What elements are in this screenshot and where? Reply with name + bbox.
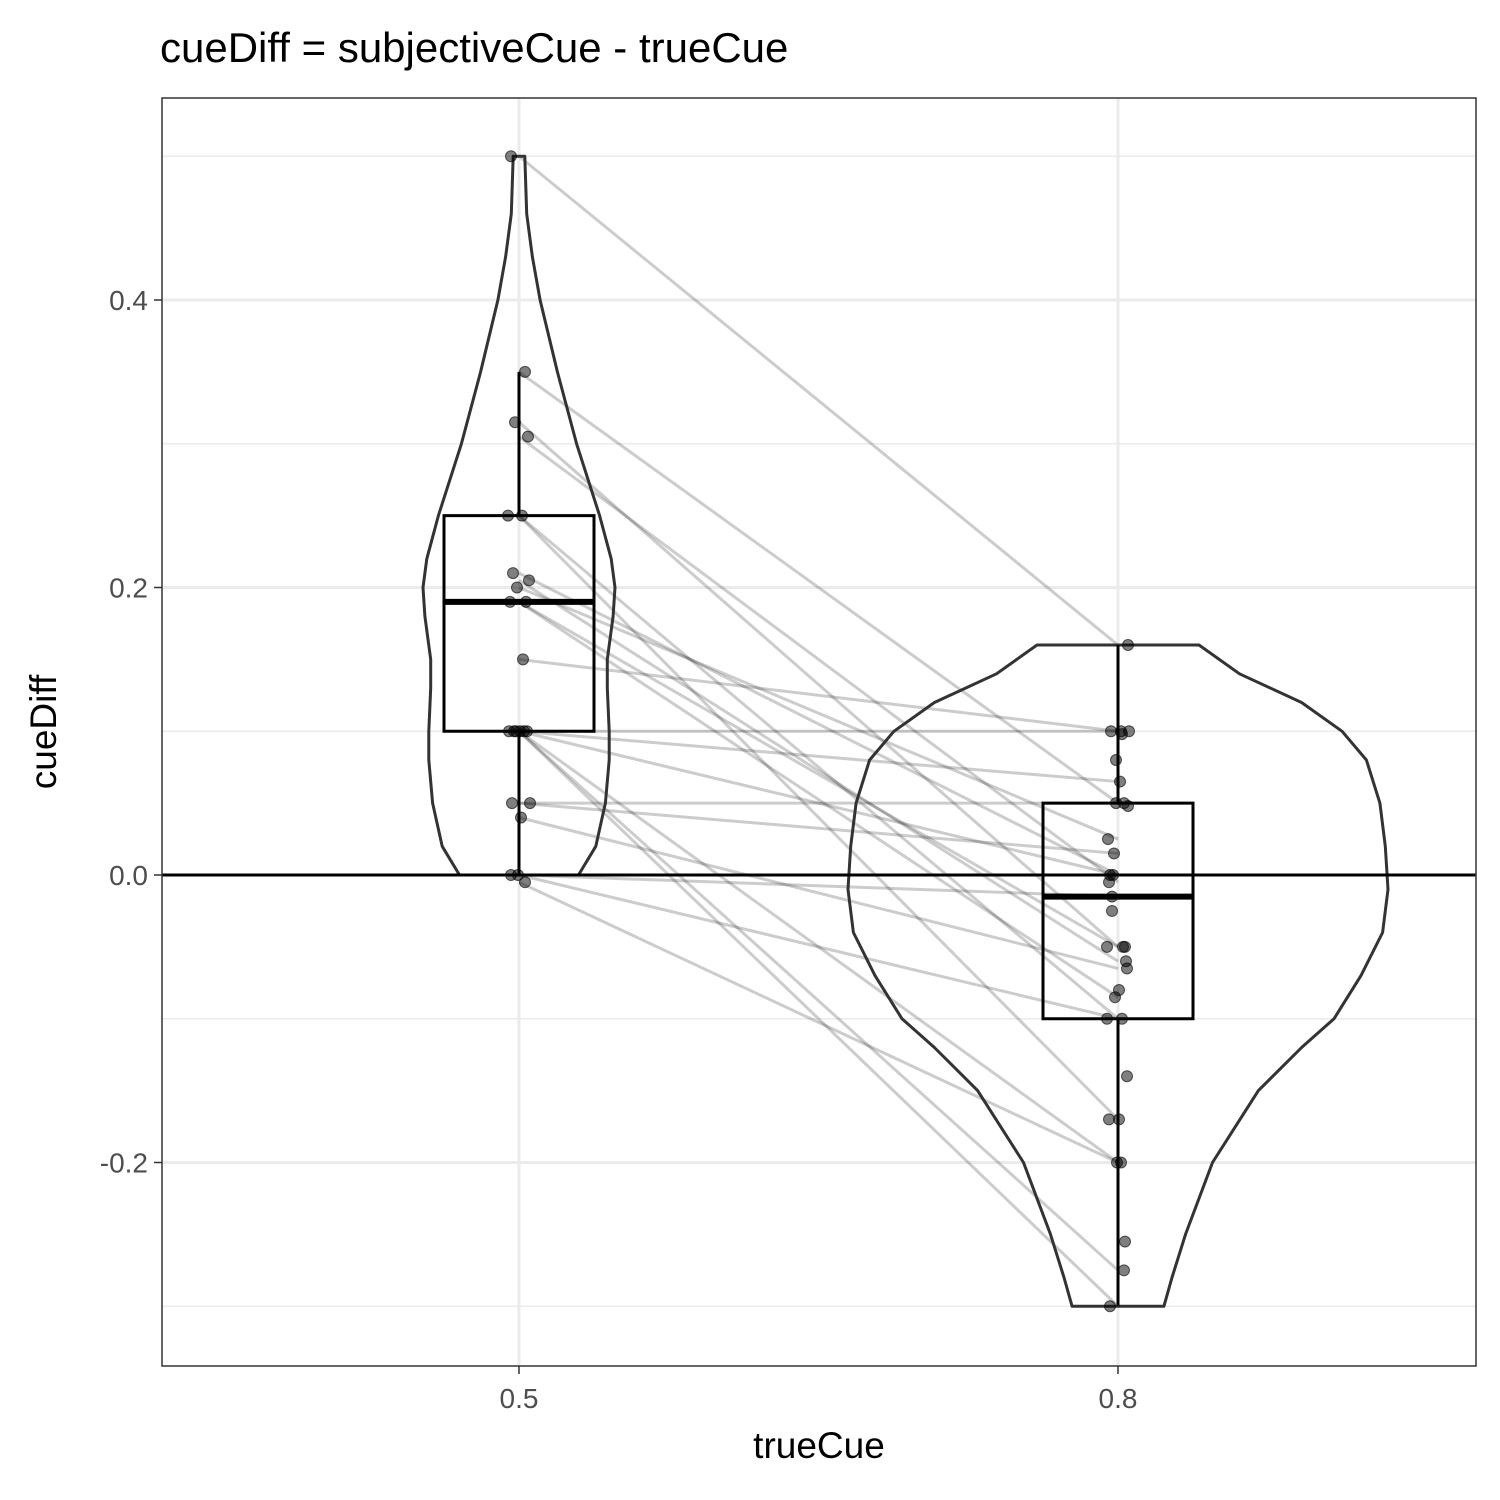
y-tick-label: 0.4 bbox=[109, 285, 148, 316]
y-axis-title: cueDiff bbox=[23, 674, 64, 789]
point-0.8 bbox=[1101, 1012, 1113, 1025]
panel-border bbox=[161, 97, 1477, 1367]
point-0.5 bbox=[505, 869, 517, 881]
paired-line bbox=[518, 816, 1119, 970]
paired-line bbox=[518, 421, 1119, 949]
data-points bbox=[502, 150, 1135, 1313]
point-0.8 bbox=[1105, 725, 1117, 738]
paired-line bbox=[518, 600, 1119, 999]
paired-line bbox=[518, 801, 1119, 855]
point-0.5 bbox=[524, 797, 536, 810]
paired-line bbox=[517, 514, 1120, 1121]
point-0.5 bbox=[502, 509, 514, 522]
point-0.8 bbox=[1104, 869, 1116, 881]
point-0.8 bbox=[1119, 1235, 1131, 1248]
paired-line bbox=[518, 880, 1119, 1164]
paired-line bbox=[518, 729, 1119, 877]
point-0.5 bbox=[511, 581, 523, 594]
violin-shape bbox=[846, 643, 1390, 1308]
point-0.8 bbox=[1117, 940, 1129, 953]
point-0.5 bbox=[517, 653, 529, 666]
paired-line bbox=[518, 873, 1119, 1021]
point-0.5 bbox=[509, 416, 521, 429]
point-0.8 bbox=[1102, 833, 1114, 846]
paired-line bbox=[518, 571, 1119, 877]
point-0.5 bbox=[516, 509, 528, 522]
paired-line bbox=[518, 586, 1119, 841]
paired-line bbox=[518, 657, 1119, 733]
point-0.8 bbox=[1121, 962, 1133, 975]
point-0.8 bbox=[1103, 1113, 1115, 1126]
point-0.8 bbox=[1106, 904, 1118, 917]
paired-line bbox=[518, 873, 1119, 899]
point-0.5 bbox=[504, 595, 516, 608]
point-0.8 bbox=[1108, 847, 1120, 860]
point-0.8 bbox=[1101, 940, 1113, 953]
x-axis-title: trueCue bbox=[753, 1425, 885, 1466]
paired-line bbox=[518, 155, 1119, 647]
y-tick-label: 0.2 bbox=[109, 573, 148, 604]
paired-line bbox=[518, 600, 1119, 949]
point-0.5 bbox=[519, 365, 531, 378]
point-0.8 bbox=[1106, 890, 1118, 903]
point-0.5 bbox=[523, 574, 535, 587]
point-0.8 bbox=[1110, 754, 1122, 766]
point-0.8 bbox=[1122, 639, 1134, 651]
paired-line bbox=[518, 370, 1119, 805]
point-0.5 bbox=[507, 567, 519, 580]
point-0.8 bbox=[1116, 728, 1128, 741]
chart-title: cueDiff = subjectiveCue - trueCue bbox=[160, 24, 788, 71]
y-axis-ticks: -0.2 0.0 0.2 0.4 bbox=[100, 285, 162, 1179]
paired-line bbox=[518, 579, 1119, 963]
point-0.5 bbox=[519, 876, 531, 889]
x-tick-label: 0.5 bbox=[500, 1383, 539, 1414]
point-0.5 bbox=[520, 595, 532, 608]
paired-line bbox=[518, 435, 1119, 884]
point-0.8 bbox=[1113, 984, 1125, 996]
point-0.5 bbox=[515, 811, 527, 824]
y-tick-label: 0.0 bbox=[109, 860, 148, 891]
point-0.8 bbox=[1122, 800, 1134, 812]
boxplots bbox=[442, 371, 1195, 1307]
paired-line bbox=[518, 730, 1119, 1164]
point-0.8 bbox=[1104, 1300, 1116, 1313]
paired-line bbox=[518, 514, 1119, 1020]
point-0.8 bbox=[1116, 1012, 1128, 1025]
paired-lines bbox=[517, 155, 1120, 1308]
point-0.8 bbox=[1118, 1264, 1130, 1277]
point-0.5 bbox=[522, 430, 534, 443]
x-tick-label: 0.8 bbox=[1099, 1383, 1138, 1414]
point-0.5 bbox=[510, 725, 522, 738]
point-0.8 bbox=[1115, 1156, 1127, 1169]
point-0.5 bbox=[505, 150, 517, 163]
y-tick-label: -0.2 bbox=[100, 1148, 148, 1179]
point-0.8 bbox=[1113, 1113, 1125, 1126]
point-0.8 bbox=[1114, 775, 1126, 788]
point-0.8 bbox=[1121, 1070, 1133, 1083]
x-axis-ticks: 0.5 0.8 bbox=[500, 1366, 1138, 1414]
paired-line bbox=[517, 730, 1120, 1308]
point-0.5 bbox=[506, 797, 518, 810]
paired-line bbox=[517, 730, 1120, 1272]
paired-line bbox=[518, 729, 1119, 784]
